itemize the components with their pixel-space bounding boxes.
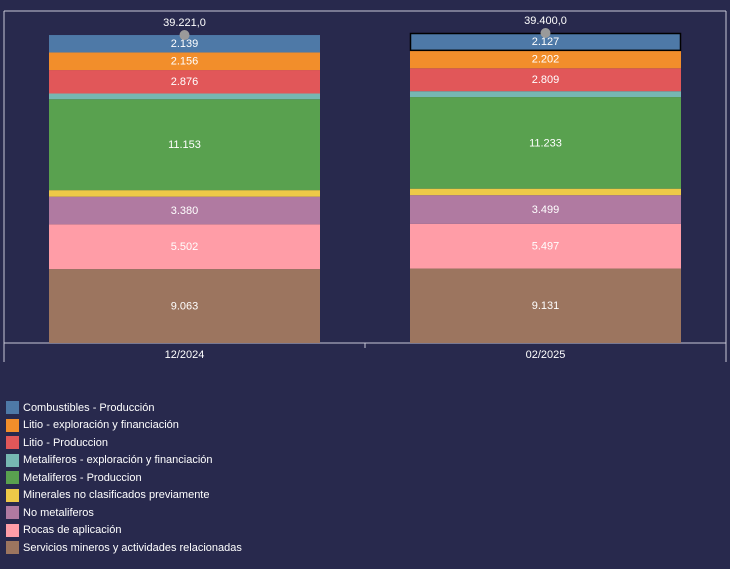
data-label: 2.156	[171, 56, 199, 68]
legend-label: Litio - exploración y financiación	[23, 419, 179, 432]
data-label: 9.063	[171, 300, 199, 312]
legend-swatch	[6, 471, 19, 485]
data-label: 5.502	[171, 241, 199, 253]
stacked-bar-chart: 9.063 5.502 3.380 11.153 2.876 2.156 2.139 39.2…	[3, 10, 727, 362]
bar-segment-litio-produccion-02-2025[interactable]	[410, 68, 681, 92]
legend-label: No metaliferos	[23, 506, 94, 519]
bar-segment-servicios-mineros-y-actividades-relacionadas-02-2025[interactable]	[410, 268, 681, 343]
bar-segment-metaliferos-exploracion-y-financiacion-02-2025[interactable]	[410, 91, 681, 98]
bar-segment-servicios-mineros-y-actividades-relacionadas-12-2024[interactable]	[49, 269, 320, 343]
data-label: 2.127	[532, 36, 560, 48]
total-label: 39.221,0	[163, 17, 206, 29]
legend-item-minerales-no-clasificados-previamente[interactable]: Minerales no clasificados previamente	[6, 487, 242, 505]
legend-label: Metaliferos - Produccion	[23, 471, 142, 484]
bar-segment-metaliferos-exploracion-y-financiacion-12-2024[interactable]	[49, 93, 320, 100]
bar-segment-litio-produccion-12-2024[interactable]	[49, 70, 320, 94]
legend-item-combustibles-produccion[interactable]: Combustibles - Producción	[6, 399, 242, 417]
data-label: 2.809	[532, 74, 560, 86]
legend-item-litio-produccion[interactable]: Litio - Produccion	[6, 434, 242, 452]
legend-label: Combustibles - Producción	[23, 401, 155, 414]
total-label: 39.400,0	[524, 15, 567, 27]
legend-item-rocas-de-aplicacion[interactable]: Rocas de aplicación	[6, 522, 242, 540]
bar-segment-no-metaliferos-02-2025[interactable]	[410, 195, 681, 224]
legend-label: Metaliferos - exploración y financiación	[23, 454, 213, 467]
legend-label: Minerales no clasificados previamente	[23, 489, 210, 502]
legend-swatch	[6, 401, 19, 415]
chart-legend: Combustibles - Producción Litio - explora…	[6, 399, 242, 557]
bar-segment-litio-exploracion-y-financiacion-02-2025[interactable]	[410, 50, 681, 69]
legend-label: Litio - Produccion	[23, 436, 108, 449]
legend-swatch	[6, 541, 19, 555]
bar-segment-minerales-no-clasificados-previamente-12-2024[interactable]	[49, 190, 320, 197]
data-label: 11.233	[529, 137, 562, 149]
legend-swatch	[6, 523, 19, 537]
bar-segment-litio-exploracion-y-financiacion-12-2024[interactable]	[49, 52, 320, 71]
bar-segment-rocas-de-aplicacion-12-2024[interactable]	[49, 224, 320, 270]
data-label: 3.380	[171, 205, 199, 217]
bar-segment-combustibles-produccion-12-2024[interactable]	[49, 35, 320, 53]
legend-item-servicios-mineros-y-actividades-relacionadas[interactable]: Servicios mineros y actividades relacion…	[6, 539, 242, 557]
bar-segment-combustibles-produccion-02-2025[interactable]	[410, 33, 681, 51]
data-label: 5.497	[532, 241, 560, 253]
total-marker[interactable]	[540, 28, 551, 38]
data-label: 2.139	[171, 38, 199, 50]
legend-swatch	[6, 506, 19, 520]
x-tick-label: 02/2025	[526, 349, 566, 361]
bar-segment-minerales-no-clasificados-previamente-02-2025[interactable]	[410, 188, 681, 196]
data-label: 3.499	[532, 204, 560, 216]
legend-item-metaliferos-exploracion-y-financiacion[interactable]: Metaliferos - exploración y financiación	[6, 452, 242, 470]
legend-label: Rocas de aplicación	[23, 524, 122, 537]
data-label: 2.876	[171, 76, 199, 88]
legend-item-litio-exploracion-y-financiacion[interactable]: Litio - exploración y financiación	[6, 417, 242, 435]
legend-swatch	[6, 453, 19, 467]
bar-segment-metaliferos-produccion-02-2025[interactable]	[410, 97, 681, 189]
bar-segment-rocas-de-aplicacion-02-2025[interactable]	[410, 223, 681, 269]
x-tick-label: 12/2024	[165, 349, 205, 361]
legend-label: Servicios mineros y actividades relacion…	[23, 541, 242, 554]
legend-item-metaliferos-produccion[interactable]: Metaliferos - Produccion	[6, 469, 242, 487]
bar-segment-metaliferos-produccion-12-2024[interactable]	[49, 99, 320, 191]
data-label: 9.131	[532, 300, 560, 312]
data-label: 2.202	[532, 54, 560, 66]
legend-swatch	[6, 436, 19, 450]
total-marker[interactable]	[179, 30, 190, 41]
bar-segment-no-metaliferos-12-2024[interactable]	[49, 196, 320, 225]
legend-item-no-metaliferos[interactable]: No metaliferos	[6, 504, 242, 522]
legend-swatch	[6, 488, 19, 502]
data-label: 11.153	[168, 139, 201, 151]
legend-swatch	[6, 418, 19, 432]
